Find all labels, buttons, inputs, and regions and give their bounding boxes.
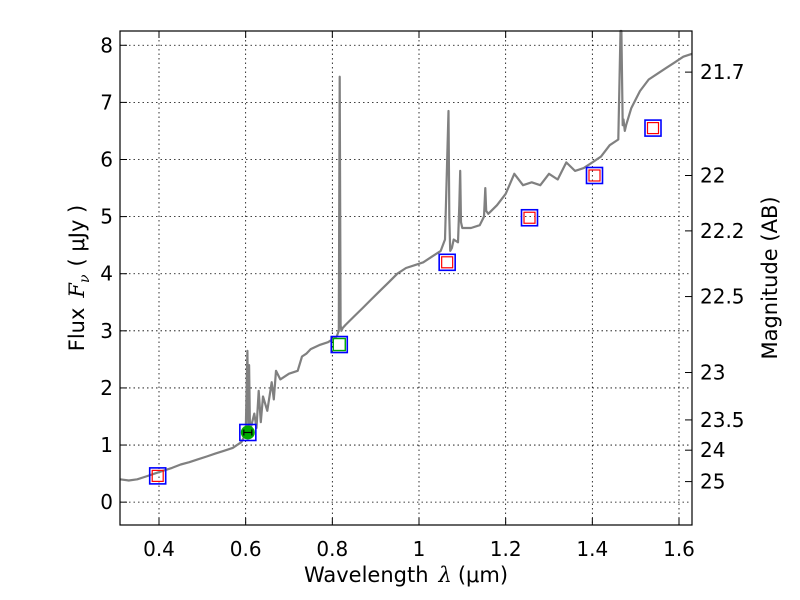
- blue-square-marker: [438, 253, 456, 272]
- x-axis-label-symbol: λ: [438, 563, 452, 587]
- blue-square-marker: [330, 335, 349, 354]
- red-square-marker: [523, 211, 536, 224]
- x-axis-label-unit: (μm): [458, 563, 508, 587]
- y-tick-label: 7: [100, 90, 113, 114]
- red-square-marker: [588, 169, 601, 182]
- photometry-point: [585, 166, 604, 185]
- y-tick-label: 4: [100, 262, 113, 286]
- x-tick-label: 0.8: [316, 537, 348, 561]
- x-tick-label: 0.4: [143, 537, 175, 561]
- plot-frame: [119, 30, 693, 526]
- y-axis-label: Flux Fν ( μJy ): [65, 205, 93, 351]
- y-tick-label: 8: [100, 33, 113, 57]
- green-square-marker: [332, 337, 346, 352]
- photometry-point: [239, 423, 257, 442]
- y-tick-label: 0: [100, 490, 113, 514]
- x-axis-ticks: 0.4 0.6 0.8 1 1.2 1.4 1.6: [143, 31, 695, 561]
- right-tick-label: 22: [700, 163, 725, 187]
- right-axis-ticks: 21.7 22 22.2 22.5 23 23.5 24 25: [685, 60, 745, 494]
- y-tick-label: 6: [100, 147, 113, 171]
- y-axis-label-symbol: F: [65, 282, 89, 299]
- photometry-point: [644, 119, 662, 137]
- red-square-marker: [441, 256, 454, 269]
- red-square-marker: [151, 469, 164, 482]
- right-tick-label: 25: [700, 470, 725, 494]
- x-axis-label-text: Wavelength: [304, 563, 429, 587]
- grid-lines: [120, 31, 692, 525]
- x-tick-label: 1.2: [490, 537, 522, 561]
- y-tick-label: 5: [100, 205, 113, 229]
- right-tick-label: 21.7: [700, 60, 745, 84]
- right-axis-label: Magnitude (AB): [758, 196, 782, 359]
- photometry-point: [520, 208, 539, 227]
- photometry-points: [148, 119, 662, 485]
- right-tick-label: 22.2: [700, 219, 745, 243]
- blue-square-marker: [520, 208, 539, 227]
- y-tick-label: 2: [100, 376, 113, 400]
- y-axis-label-unit: ( μJy ): [65, 205, 89, 267]
- blue-square-marker: [585, 166, 604, 185]
- series-layer: [119, 29, 693, 482]
- x-tick-label: 0.6: [230, 537, 262, 561]
- blue-square-marker: [644, 119, 662, 137]
- right-tick-label: 23.5: [700, 408, 745, 432]
- y-tick-label: 3: [100, 319, 113, 343]
- right-tick-label: 23: [700, 361, 725, 385]
- y-axis-label-subscript: ν: [77, 274, 93, 283]
- spectrum-line: [119, 29, 693, 482]
- x-tick-label: 1: [413, 537, 426, 561]
- y-axis-ticks: 0 1 2 3 4 5 6 7 8: [100, 33, 127, 514]
- x-tick-label: 1.6: [663, 537, 695, 561]
- photometry-point: [330, 335, 349, 354]
- right-tick-label: 22.5: [700, 285, 745, 309]
- blue-square-marker: [239, 423, 257, 442]
- photometry-point: [438, 253, 456, 272]
- x-tick-label: 1.4: [576, 537, 608, 561]
- blue-square-marker: [148, 467, 167, 485]
- right-tick-label: 24: [700, 438, 725, 462]
- y-axis-label-text: Flux: [65, 308, 89, 352]
- red-square-marker: [646, 121, 660, 135]
- photometry-point: [148, 467, 167, 485]
- x-axis-label: Wavelength λ (μm): [304, 563, 508, 587]
- y-tick-label: 1: [100, 433, 113, 457]
